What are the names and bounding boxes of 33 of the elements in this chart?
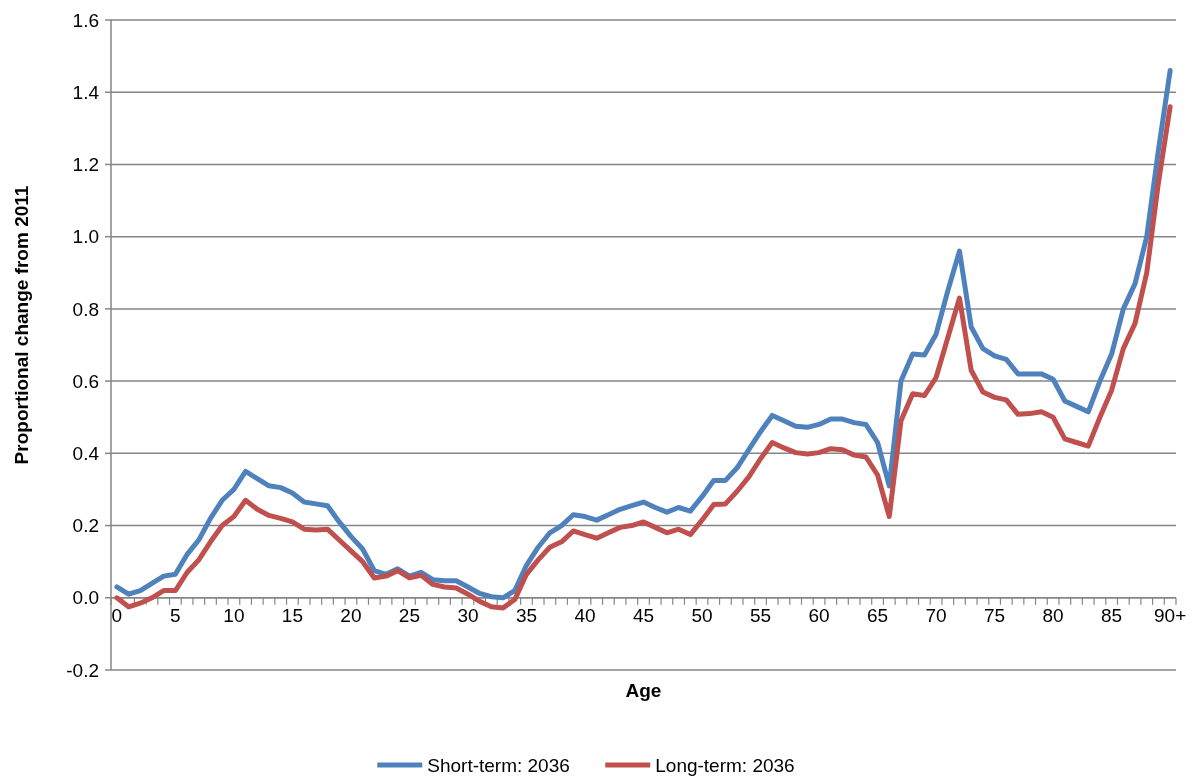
y-tick-label: 0.4: [72, 442, 100, 464]
x-tick-label: 55: [749, 604, 772, 626]
x-tick-label: 5: [170, 604, 181, 626]
x-tick-label: 30: [457, 604, 479, 626]
y-tick-label: 0.0: [72, 587, 99, 609]
x-tick-label: 70: [925, 604, 947, 626]
x-tick-label: 75: [984, 604, 1006, 626]
x-tick-label: 80: [1042, 604, 1064, 626]
legend-label: Short-term: 2036: [427, 754, 570, 776]
y-tick-label: 1.4: [72, 81, 100, 103]
x-tick-label: 25: [398, 604, 420, 626]
x-tick-label: 65: [867, 604, 889, 626]
x-tick-label: 10: [223, 604, 245, 626]
x-tick-label: 0: [111, 604, 123, 626]
y-tick-label: 1.2: [72, 154, 99, 176]
legend-label: Long-term: 2036: [655, 754, 795, 776]
x-tick-label: 35: [515, 604, 538, 626]
y-tick-label: 1.6: [72, 9, 99, 31]
x-tick-label: 85: [1101, 604, 1123, 626]
x-tick-label: 60: [808, 604, 830, 626]
y-tick-label: 0.2: [72, 515, 99, 537]
y-tick-label: 1.0: [72, 226, 99, 248]
x-axis-title: Age: [625, 680, 662, 701]
y-tick-label: 0.6: [72, 370, 99, 392]
x-tick-label: 90+: [1154, 604, 1187, 626]
x-tick-label: 20: [340, 604, 362, 626]
x-tick-label: 50: [691, 604, 713, 626]
x-tick-label: 45: [632, 604, 655, 626]
x-tick-label: 15: [281, 604, 303, 626]
x-tick-label: 40: [574, 604, 596, 626]
y-tick-label: -0.2: [66, 659, 99, 681]
y-tick-label: 0.8: [72, 298, 99, 320]
y-axis-title: Proportional change from 2011: [11, 185, 32, 465]
